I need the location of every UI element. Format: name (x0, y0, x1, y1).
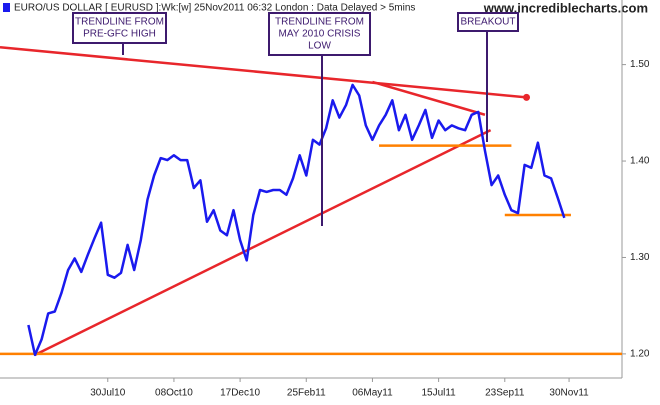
annotation-text: TRENDLINE FROM (275, 17, 364, 28)
y-tick-label: 1.40 (630, 156, 650, 167)
trendline (0, 46, 527, 99)
x-tick-label: 23Sep11 (485, 388, 525, 399)
price-line (27, 83, 566, 357)
series-icon (3, 3, 10, 12)
y-tick-label: 1.30 (630, 252, 650, 263)
x-tick-label: 30Jul10 (90, 388, 125, 399)
x-tick-label: 06May11 (352, 388, 393, 399)
x-tick-label: 30Nov11 (549, 388, 589, 399)
trendline (372, 80, 486, 116)
annotation-box (457, 12, 519, 32)
x-tick-label: 15Jul11 (421, 388, 456, 399)
annotation-text: MAY 2010 CRISIS (279, 29, 361, 40)
trendline-end (523, 93, 531, 101)
annotation-text: TRENDLINE FROM (75, 17, 164, 28)
chart-title: EURO/US DOLLAR [ EURUSD ]:Wk:[w] 25Nov20… (14, 3, 415, 14)
x-tick-label: 25Feb11 (287, 388, 326, 399)
annotation-box (268, 12, 371, 56)
x-tick-label: 08Oct10 (155, 388, 193, 399)
annotation-box (72, 12, 167, 44)
x-tick-label: 17Dec10 (220, 388, 260, 399)
annotation-text: BREAKOUT (460, 17, 515, 28)
site-name: www.incrediblecharts.com (483, 0, 648, 15)
annotation-text: PRE-GFC HIGH (83, 29, 156, 40)
y-tick-label: 1.20 (630, 349, 650, 360)
y-tick-label: 1.50 (630, 59, 650, 70)
trendline (34, 129, 492, 356)
annotation-text: LOW (308, 41, 331, 52)
